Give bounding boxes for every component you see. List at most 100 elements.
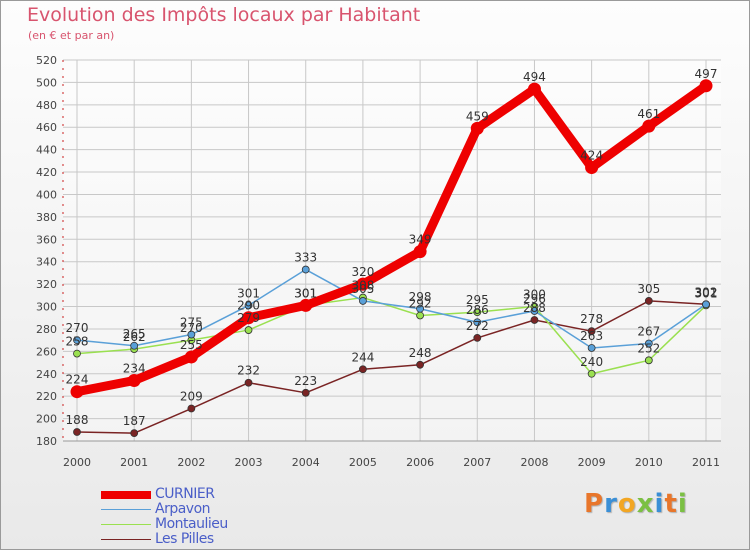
data-label: 302 xyxy=(695,285,718,299)
data-label: 497 xyxy=(695,67,718,81)
data-label: 301 xyxy=(294,286,317,300)
data-label: 305 xyxy=(351,282,374,296)
data-label: 258 xyxy=(66,335,89,349)
y-tick-label: 340 xyxy=(36,256,57,269)
data-label: 223 xyxy=(294,374,317,388)
data-point xyxy=(699,79,713,93)
data-label: 187 xyxy=(123,414,146,428)
data-point xyxy=(187,404,196,413)
logo-letter: t xyxy=(664,489,678,519)
data-label: 209 xyxy=(180,390,203,404)
data-point xyxy=(299,298,313,312)
x-tick-label: 2004 xyxy=(292,456,320,469)
legend-label-les-pilles: Les Pilles xyxy=(155,531,214,547)
data-point xyxy=(587,327,596,336)
logo-letter: P xyxy=(584,489,605,519)
legend-label-curnier: CURNIER xyxy=(155,486,215,502)
y-tick-label: 480 xyxy=(36,99,57,112)
data-label: 248 xyxy=(409,346,432,360)
legend-swatch-montaulieu xyxy=(101,524,151,525)
data-point xyxy=(70,385,84,399)
data-point xyxy=(242,311,256,325)
data-label: 270 xyxy=(180,321,203,335)
data-point xyxy=(184,350,198,364)
data-point xyxy=(187,330,196,339)
series-line-curnier xyxy=(72,81,711,397)
data-point xyxy=(530,316,539,324)
data-point xyxy=(644,356,653,365)
logo-letter: o xyxy=(617,489,637,519)
data-label: 461 xyxy=(637,107,660,121)
data-point xyxy=(130,429,139,438)
legend-swatch-curnier xyxy=(101,491,151,499)
y-tick-label: 360 xyxy=(36,233,57,246)
data-label: 459 xyxy=(466,109,489,123)
data-point xyxy=(644,297,653,305)
data-label: 267 xyxy=(637,325,660,339)
x-tick-label: 2005 xyxy=(349,456,377,469)
data-label: 234 xyxy=(123,361,146,375)
data-label: 263 xyxy=(580,329,603,343)
data-point xyxy=(585,161,599,175)
data-label: 224 xyxy=(66,373,89,387)
data-label: 320 xyxy=(351,265,374,279)
legend-label-arpavon: Arpavon xyxy=(155,501,211,517)
logo-letter: i xyxy=(677,489,688,519)
plot-area xyxy=(63,60,721,441)
data-label: 494 xyxy=(523,70,546,84)
data-label: 252 xyxy=(637,341,660,355)
data-point xyxy=(356,277,370,291)
data-point xyxy=(301,265,310,274)
legend-swatch-arpavon xyxy=(101,509,151,510)
chart-title: Evolution des Impôts locaux par Habitant xyxy=(27,4,421,26)
legend-label-montaulieu: Montaulieu xyxy=(155,516,228,532)
data-label: 290 xyxy=(237,299,260,313)
y-tick-label: 180 xyxy=(36,435,57,448)
data-point xyxy=(244,378,253,387)
data-label: 295 xyxy=(466,293,489,307)
data-label: 333 xyxy=(294,251,317,265)
data-label: 302 xyxy=(695,285,718,299)
data-label: 308 xyxy=(351,279,374,293)
y-tick-label: 500 xyxy=(36,76,57,89)
y-tick-label: 440 xyxy=(36,144,57,157)
x-tick-label: 2007 xyxy=(463,456,491,469)
data-label: 265 xyxy=(123,327,146,341)
data-label: 301 xyxy=(294,286,317,300)
x-tick-label: 2008 xyxy=(520,456,548,469)
data-point xyxy=(127,373,141,387)
data-label: 275 xyxy=(180,316,203,330)
data-label: 349 xyxy=(409,233,432,247)
x-tick-label: 2002 xyxy=(177,456,205,469)
chart-subtitle: (en € et par an) xyxy=(28,29,115,42)
data-label: 188 xyxy=(66,413,89,427)
x-tick-label: 2001 xyxy=(120,456,148,469)
y-tick-label: 240 xyxy=(36,368,57,381)
y-tick-label: 420 xyxy=(36,166,57,179)
data-label: 279 xyxy=(237,311,260,325)
data-point xyxy=(73,428,81,436)
proxiti-logo: Proxiti xyxy=(584,489,688,519)
data-label: 278 xyxy=(580,312,603,326)
x-tick-label: 2003 xyxy=(235,456,263,469)
series-line-les-pilles xyxy=(76,300,707,434)
y-tick-label: 220 xyxy=(36,390,57,403)
data-label: 244 xyxy=(351,350,374,364)
y-tick-label: 320 xyxy=(36,278,57,291)
y-tick-label: 260 xyxy=(36,345,57,358)
data-label: 270 xyxy=(66,321,89,335)
data-point xyxy=(527,82,541,96)
data-label: 292 xyxy=(409,296,432,310)
x-tick-label: 2009 xyxy=(578,456,606,469)
data-point xyxy=(473,308,482,317)
data-point xyxy=(416,304,424,313)
data-point xyxy=(359,297,367,305)
y-tick-label: 280 xyxy=(36,323,57,336)
data-point xyxy=(244,326,253,334)
data-point xyxy=(642,119,656,133)
data-point xyxy=(702,300,710,309)
series-line-arpavon xyxy=(76,268,707,349)
y-tick-label: 200 xyxy=(36,413,57,426)
data-point xyxy=(130,341,139,350)
